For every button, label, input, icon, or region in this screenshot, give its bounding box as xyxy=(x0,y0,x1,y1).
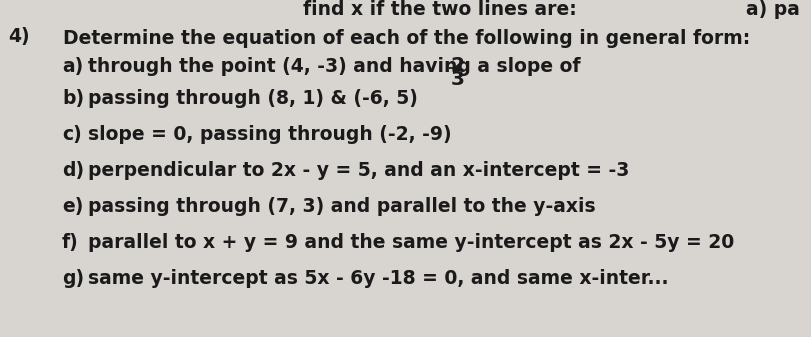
Text: perpendicular to 2x - y = 5, and an x-intercept = -3: perpendicular to 2x - y = 5, and an x-in… xyxy=(88,161,629,180)
Text: g): g) xyxy=(62,269,84,288)
Text: 2: 2 xyxy=(450,56,464,75)
Text: f): f) xyxy=(62,233,79,252)
Text: a) pa: a) pa xyxy=(745,0,799,19)
Text: e): e) xyxy=(62,197,84,216)
Text: 3: 3 xyxy=(450,70,464,89)
Text: parallel to x + y = 9 and the same y-intercept as 2x - 5y = 20: parallel to x + y = 9 and the same y-int… xyxy=(88,233,733,252)
Text: find x if the two lines are:: find x if the two lines are: xyxy=(303,0,576,19)
Text: d): d) xyxy=(62,161,84,180)
Text: slope = 0, passing through (-2, -9): slope = 0, passing through (-2, -9) xyxy=(88,125,451,144)
Text: same y-intercept as 5x - 6y -18 = 0, and same x-inter...: same y-intercept as 5x - 6y -18 = 0, and… xyxy=(88,269,667,288)
Text: c): c) xyxy=(62,125,82,144)
Text: a): a) xyxy=(62,57,84,76)
Text: Determine the equation of each of the following in general form:: Determine the equation of each of the fo… xyxy=(63,29,749,48)
Text: passing through (7, 3) and parallel to the y-axis: passing through (7, 3) and parallel to t… xyxy=(88,197,595,216)
Text: 4): 4) xyxy=(8,27,29,46)
Text: passing through (8, 1) & (-6, 5): passing through (8, 1) & (-6, 5) xyxy=(88,89,418,108)
Text: through the point (4, -3) and having a slope of: through the point (4, -3) and having a s… xyxy=(88,57,586,76)
Text: b): b) xyxy=(62,89,84,108)
